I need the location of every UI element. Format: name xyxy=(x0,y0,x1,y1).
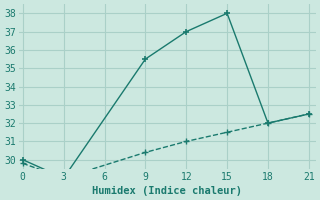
X-axis label: Humidex (Indice chaleur): Humidex (Indice chaleur) xyxy=(92,186,242,196)
